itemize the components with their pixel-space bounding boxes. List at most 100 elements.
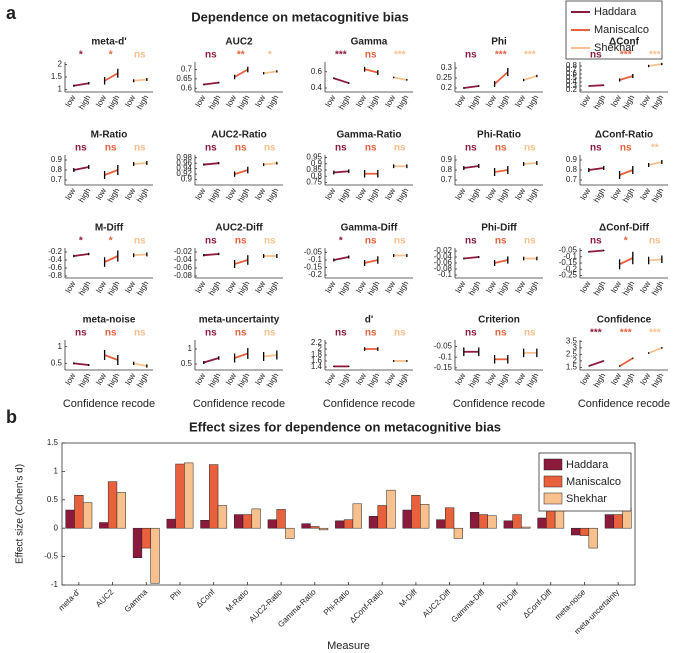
significance: ns: [649, 236, 661, 247]
significance: *: [109, 50, 113, 61]
significance: ns: [235, 143, 247, 154]
x-tick-label: high: [366, 187, 381, 205]
x-tick-label: high: [366, 94, 381, 112]
significance: ns: [620, 143, 632, 154]
significance: ns: [205, 328, 217, 339]
x-tick-label: high: [467, 280, 482, 298]
series-line: [104, 72, 119, 82]
bar: [402, 509, 412, 529]
series-line: [523, 162, 537, 165]
subplot-title: ΔConf-Diff: [599, 223, 650, 234]
x-tick-label: M-Ratio: [224, 587, 251, 614]
x-tick-label: high: [496, 187, 511, 205]
x-tick-label: high: [621, 372, 636, 390]
y-tick-label: -0.06: [434, 258, 453, 267]
bar: [267, 519, 277, 529]
y-tick-label: 0.7: [566, 65, 578, 74]
y-tick-label: 0.94: [176, 164, 192, 173]
y-tick-label: 0.6: [181, 83, 193, 92]
x-tick-label: low: [454, 93, 468, 108]
x-tick-label: high: [650, 280, 665, 298]
x-tick-label: high: [525, 372, 540, 390]
y-tick-label: 0.4: [566, 77, 578, 86]
significance: ns: [75, 328, 87, 339]
legend-swatch: [543, 475, 563, 488]
y-tick-label: 0.7: [51, 175, 63, 184]
subplot-title: Gamma: [351, 37, 388, 48]
x-tick-label: high: [337, 280, 352, 298]
subplot-title: Phi: [491, 37, 507, 48]
series-line: [73, 253, 89, 257]
x-tick-label: high: [265, 187, 280, 205]
significance: ns: [394, 328, 406, 339]
x-tick-label: high: [395, 280, 410, 298]
significance: ns: [590, 236, 602, 247]
bar: [478, 514, 488, 529]
x-tick-label: low: [64, 371, 78, 386]
x-tick-label: ΔConf-Diff: [521, 587, 554, 620]
series-line: [463, 256, 479, 260]
y-tick-label: 3: [573, 343, 578, 352]
subplot-title: d': [365, 315, 374, 326]
bar: [521, 526, 531, 529]
y-tick-label: -0.25: [559, 271, 578, 280]
bar: [251, 508, 261, 529]
significance: ns: [394, 143, 406, 154]
x-tick-label: high: [592, 187, 607, 205]
x-tick-label: low: [194, 371, 208, 386]
bar: [150, 527, 160, 584]
y-tick-label: 2: [318, 344, 323, 353]
x-tick-label: high: [395, 187, 410, 205]
bar: [301, 523, 311, 529]
y-tick-label: 1: [54, 467, 59, 476]
legend-swatch: [543, 492, 563, 505]
x-tick-label: meta-noise: [553, 587, 588, 622]
x-tick-label: AUC2-Ratio: [247, 587, 284, 624]
y-tick-label: 0.65: [176, 74, 192, 83]
legend-label: Maniscalco: [566, 476, 621, 488]
x-tick-label: high: [366, 280, 381, 298]
bar: [65, 509, 75, 529]
legend-label: Maniscalco: [594, 24, 649, 36]
y-tick-label: 2.2: [311, 338, 323, 347]
bar: [233, 514, 244, 529]
series-line: [203, 81, 219, 86]
x-tick-label: high: [592, 94, 607, 112]
y-tick-label: -0.2: [308, 270, 322, 279]
x-tick-label: high: [621, 280, 636, 298]
subplot-title: Gamma-Diff: [341, 223, 398, 234]
significance: ns: [365, 236, 377, 247]
subplot-title: Gamma-Ratio: [336, 130, 401, 141]
x-tick-label: low: [454, 371, 468, 386]
subplot-title: M-Ratio: [91, 130, 128, 141]
x-tick-label: high: [650, 187, 665, 205]
x-tick-label: meta-d': [57, 587, 82, 612]
series-line: [588, 84, 604, 87]
x-axis-label: Confidence recode: [453, 398, 545, 410]
bar: [132, 527, 143, 558]
x-tick-label: high: [525, 280, 540, 298]
bar: [200, 519, 210, 529]
panel-label: a: [6, 3, 17, 23]
x-tick-label: low: [579, 93, 593, 108]
x-tick-label: high: [621, 187, 636, 205]
series-line: [619, 169, 634, 176]
x-tick-label: low: [579, 186, 593, 201]
x-tick-label: high: [207, 372, 222, 390]
bar: [141, 527, 151, 549]
subplot-title: ΔConf-Ratio: [595, 130, 653, 141]
bar: [588, 527, 598, 549]
significance: ns: [235, 236, 247, 247]
bar: [537, 517, 547, 529]
x-tick-label: high: [265, 280, 280, 298]
series-line: [364, 259, 378, 264]
y-tick-label: -0.08: [434, 264, 453, 273]
series-line: [234, 68, 249, 78]
x-tick-label: high: [592, 372, 607, 390]
x-tick-label: Gamma: [123, 587, 150, 614]
x-tick-label: high: [525, 187, 540, 205]
x-tick-label: high: [207, 280, 222, 298]
significance: *: [79, 236, 83, 247]
significance: ***: [620, 50, 632, 61]
y-tick-label: 0.2: [441, 83, 453, 92]
